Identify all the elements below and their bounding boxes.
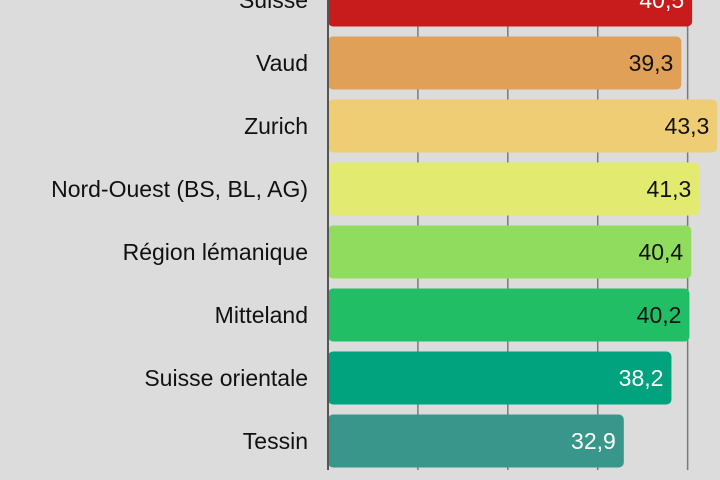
bar-5 [328, 288, 690, 342]
value-label: 40,4 [638, 239, 683, 265]
value-label: 40,5 [639, 0, 684, 13]
category-labels: Suisse Vaud Zurich Nord-Ouest (BS, BL, AG) R… [51, 0, 308, 454]
value-label: 32,9 [571, 428, 616, 454]
category-label: Tessin [243, 428, 308, 454]
bar-1 [328, 36, 682, 90]
bar-4 [328, 225, 692, 279]
value-label: 41,3 [647, 176, 692, 202]
bar-2 [328, 99, 718, 153]
value-labels: 40,5 39,3 43,3 41,3 40,4 40,2 38,2 32,9 [571, 0, 709, 454]
bar-0 [328, 0, 693, 27]
category-label: Suisse [239, 0, 308, 13]
category-label: Suisse orientale [144, 365, 308, 391]
category-label: Mitteland [215, 302, 308, 328]
bar-7 [328, 414, 624, 468]
category-label: Région lémanique [123, 239, 308, 265]
category-label: Zurich [244, 113, 308, 139]
category-label: Vaud [256, 50, 308, 76]
value-label: 40,2 [637, 302, 682, 328]
value-label: 38,2 [619, 365, 664, 391]
bars [328, 0, 718, 468]
value-label: 43,3 [665, 113, 710, 139]
category-label: Nord-Ouest (BS, BL, AG) [51, 176, 308, 202]
value-label: 39,3 [629, 50, 674, 76]
bar-6 [328, 351, 672, 405]
bar-3 [328, 162, 700, 216]
